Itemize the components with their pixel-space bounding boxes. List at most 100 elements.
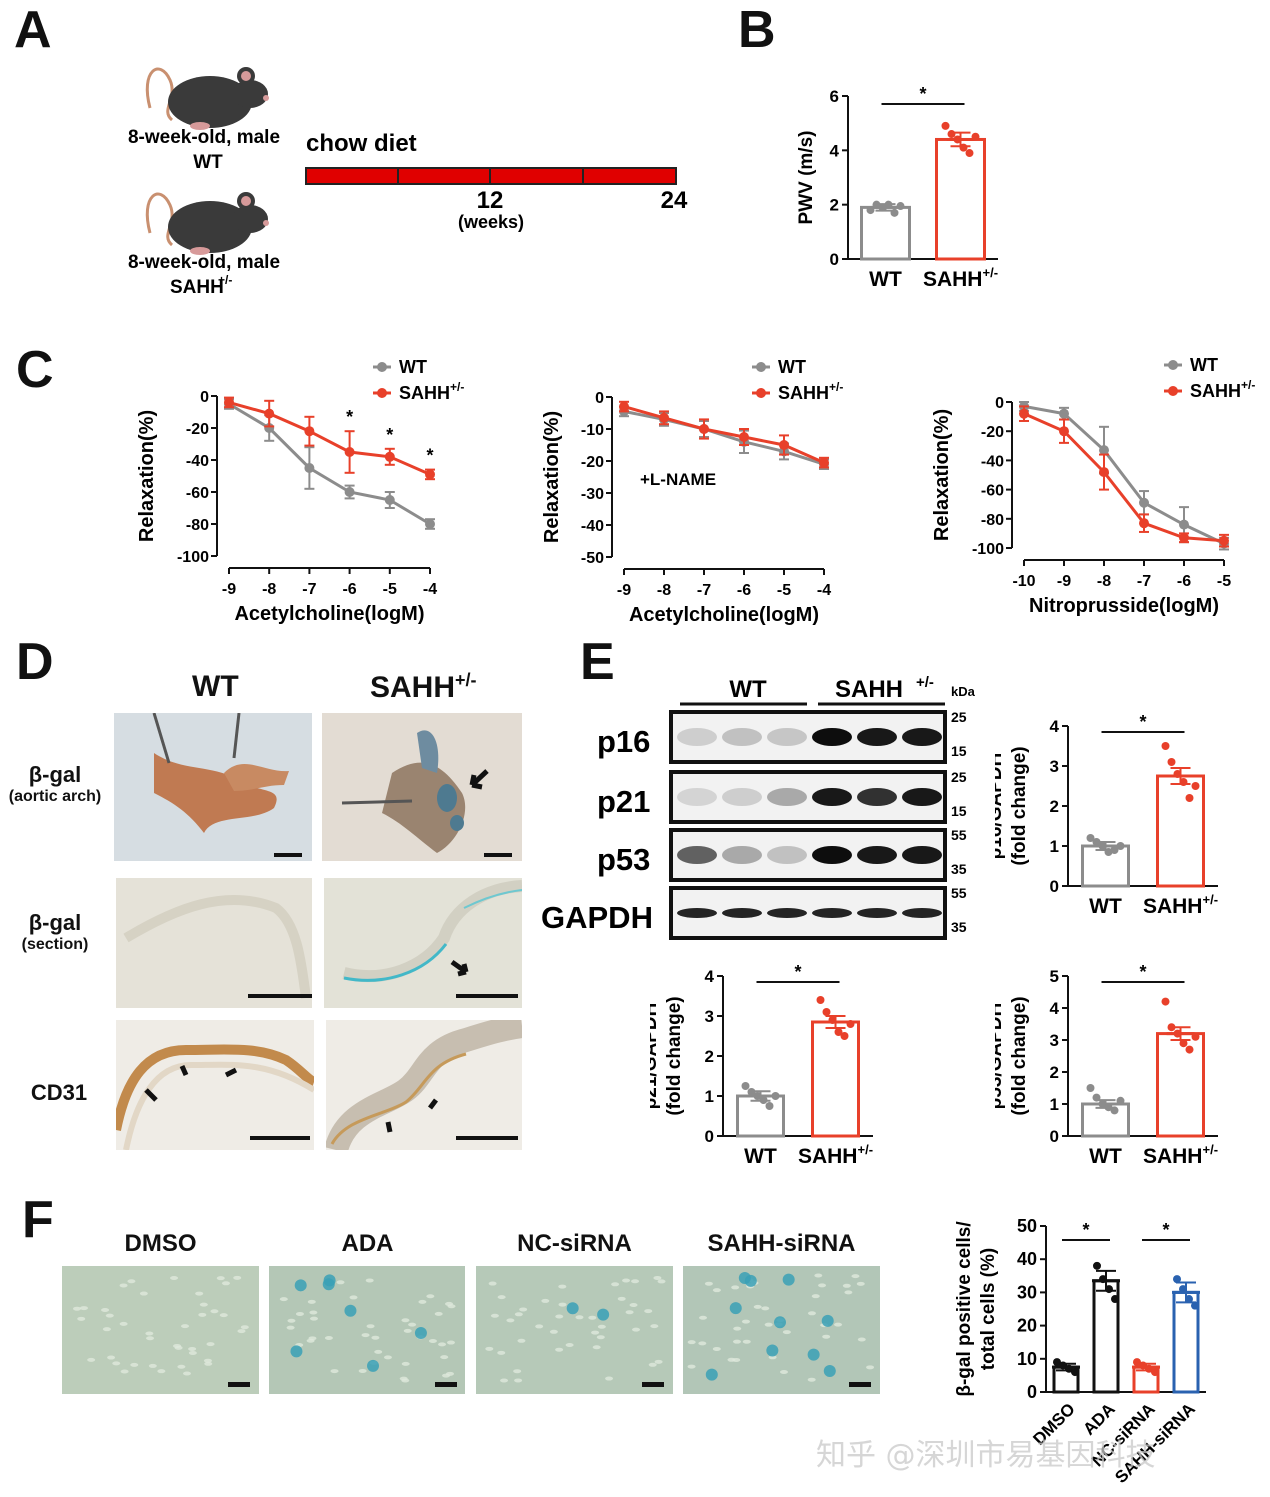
x-tick-label: -9: [617, 582, 631, 599]
data-point: [1173, 1275, 1181, 1284]
bgal-positive-cell: [414, 1327, 427, 1340]
y-axis-label: p16/GAPDH: [995, 753, 1006, 860]
blot-membrane: [669, 770, 947, 824]
x-tick-label: -4: [817, 582, 831, 599]
cell: [514, 1378, 523, 1383]
cell: [130, 1362, 139, 1367]
data-point: [1104, 1103, 1113, 1112]
data-point: [759, 1096, 768, 1104]
cell: [657, 1279, 666, 1284]
cell: [549, 1329, 558, 1334]
cell: [834, 1322, 843, 1327]
cell: [371, 1335, 380, 1340]
cell: [170, 1275, 179, 1280]
blot-band: [722, 728, 762, 746]
y-tick-label: 4: [705, 967, 715, 986]
y-tick-label: 40: [1017, 1249, 1037, 1269]
blot-band: [902, 788, 942, 806]
data-point: [425, 519, 435, 529]
blot-band: [902, 728, 942, 746]
scale-bar: [228, 1382, 250, 1387]
cell: [605, 1376, 614, 1381]
blot-band: [767, 788, 807, 806]
panel-f-image-label: NC-siRNA: [517, 1230, 632, 1257]
y-tick-label: 3: [705, 1007, 714, 1026]
data-point: [425, 469, 435, 480]
legend-label: SAHH+/-: [1190, 378, 1255, 401]
blot-band: [677, 846, 717, 864]
data-point: [1161, 742, 1170, 750]
cell: [73, 1306, 82, 1311]
blot-group-sahh-sup: +/-: [916, 674, 934, 691]
scale-bar: [435, 1382, 457, 1387]
cell: [811, 1294, 820, 1299]
y-axis-label: p53/GAPDH: [995, 1003, 1006, 1110]
blot-row-label: p16: [597, 724, 650, 759]
data-point: [753, 1092, 762, 1100]
blot-row-label: GAPDH: [541, 900, 653, 935]
cell: [742, 1339, 751, 1344]
cell: [768, 1355, 777, 1360]
data-point: [840, 1032, 849, 1040]
blot-group-wt: WT: [729, 676, 767, 703]
bgal-positive-cell: [823, 1365, 836, 1378]
blot-band: [812, 846, 852, 864]
cell: [307, 1299, 316, 1304]
y-axis-label: PWV (m/s): [796, 131, 817, 225]
data-point: [822, 1008, 831, 1016]
data-point: [1092, 838, 1101, 846]
series-line: [1023, 412, 1225, 543]
cell: [611, 1282, 620, 1287]
series-line: [623, 405, 825, 464]
legend-label: WT: [1190, 355, 1218, 375]
y-tick-label: 1: [1050, 1095, 1059, 1114]
cell: [79, 1306, 88, 1311]
y-tick-label: 30: [1017, 1282, 1037, 1302]
mouse-sahh-genotype: SAHH: [170, 277, 224, 298]
cell: [753, 1304, 762, 1309]
data-point: [1099, 467, 1109, 478]
data-point: [739, 432, 749, 442]
y-axis-label-2: (fold change): [664, 996, 685, 1115]
cell: [687, 1364, 696, 1369]
cell: [818, 1283, 827, 1288]
x-tick-label: -6: [342, 581, 356, 598]
blot-marker-lower: 15: [951, 803, 967, 819]
y-axis-label: β-gal positive cells/: [954, 1221, 975, 1397]
y-tick-label: -20: [581, 454, 604, 471]
panel-label-c: C: [16, 341, 54, 399]
panel-f-image-label: ADA: [341, 1230, 394, 1257]
data-point: [953, 135, 962, 144]
y-tick-label: 1: [705, 1087, 714, 1106]
cell: [712, 1346, 721, 1351]
significance-star: *: [794, 962, 801, 982]
data-point: [819, 457, 829, 468]
panel-label-d: D: [16, 633, 54, 691]
y-tick-label: 0: [1050, 1127, 1059, 1146]
cell: [856, 1281, 865, 1286]
x-category-label: SAHH+/-: [798, 1142, 873, 1168]
cell: [361, 1333, 370, 1338]
cell: [617, 1296, 626, 1301]
cell: [733, 1326, 742, 1331]
data-point: [765, 1102, 774, 1110]
cell: [219, 1313, 228, 1318]
blot-marker-upper: 25: [951, 769, 967, 785]
cell: [555, 1314, 564, 1319]
data-point: [344, 447, 355, 457]
cell: [101, 1308, 110, 1313]
cell: [279, 1297, 288, 1302]
data-point: [1139, 518, 1149, 529]
data-point: [224, 397, 234, 408]
y-axis-label: Relaxation(%): [541, 411, 563, 543]
cell: [866, 1365, 875, 1370]
data-point: [1019, 408, 1029, 419]
legend-swatch-dot: [756, 362, 766, 372]
panel-f-image-label: SAHH-siRNA: [707, 1230, 856, 1257]
bgal-positive-cell: [367, 1359, 380, 1372]
data-point: [1110, 1106, 1119, 1115]
significance-star: *: [1139, 962, 1146, 982]
series-line: [623, 409, 825, 466]
bgal-positive-cell: [766, 1344, 779, 1357]
cell: [309, 1310, 318, 1315]
